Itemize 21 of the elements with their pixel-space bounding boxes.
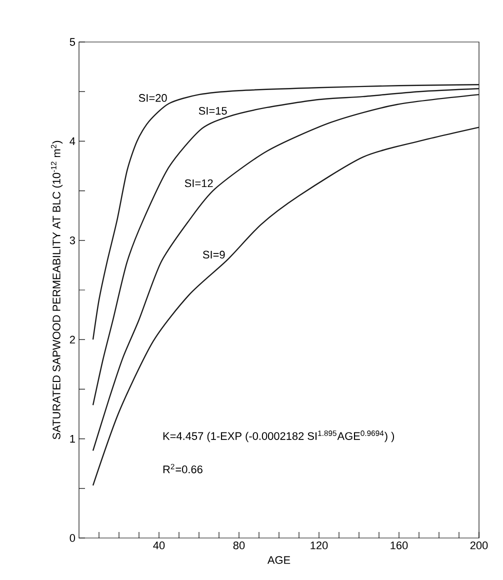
y-tick-label: 3 [70, 236, 75, 244]
y-tick-label: 0 [70, 534, 76, 542]
series-label: SI=12 [184, 179, 213, 188]
y-tick-label: 1 [70, 435, 75, 443]
y-tick-label: 5 [70, 38, 76, 46]
x-tick-label: 80 [233, 542, 245, 550]
series-label: SI=9 [202, 250, 225, 259]
annotation: K=4.457 (1-EXP (-0.0002182 SI$^{1.895}$AGE$^{0.9694}$) ) [163, 430, 394, 442]
x-axis-title: AGE [267, 556, 290, 564]
x-tick-label: 200 [470, 542, 488, 550]
y-axis-title: SATURATED SAPWOOD PERMEABILITY AT BLC (10$^{-12}$ m$^{2}$) [50, 140, 63, 440]
line-series [92, 126, 480, 486]
y-tick-label: 4 [70, 137, 76, 145]
series-label: SI=20 [138, 94, 167, 102]
y-tick-label: 2 [70, 336, 75, 344]
x-tick-label: 160 [390, 542, 408, 550]
x-tick-label: 120 [310, 542, 328, 550]
series-label: SI=15 [198, 106, 227, 115]
line-series [92, 84, 480, 340]
x-tick-label: 40 [153, 542, 165, 550]
annotation: R$^{2}$=0.66 [163, 464, 202, 474]
